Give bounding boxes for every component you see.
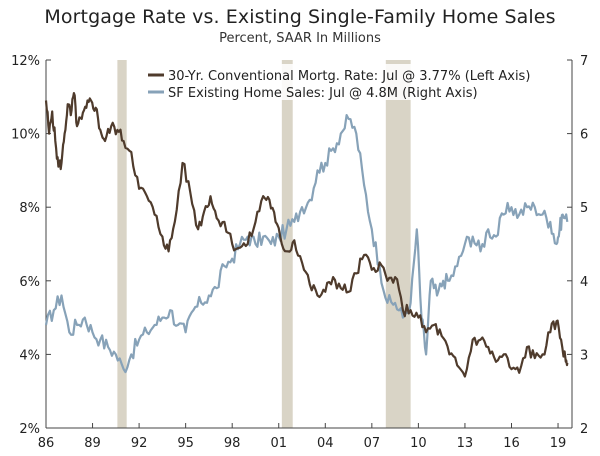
right-tick-label-2: 4 — [580, 275, 588, 290]
x-tick-label-4: 98 — [224, 436, 241, 451]
left-tick-label-2: 6% — [19, 275, 40, 290]
series-line-home-sales — [44, 114, 569, 374]
x-tick-label-3: 95 — [177, 436, 194, 451]
x-tick-label-5: 01 — [270, 436, 287, 451]
x-tick-label-6: 04 — [317, 436, 334, 451]
right-tick-label-3: 5 — [580, 201, 588, 216]
x-tick-label-11: 19 — [550, 436, 567, 451]
x-tick-label-1: 89 — [84, 436, 101, 451]
x-tick-label-9: 13 — [457, 436, 474, 451]
left-tick-label-1: 4% — [19, 348, 40, 363]
recession-band-1 — [117, 60, 127, 428]
chart-title: Mortgage Rate vs. Existing Single-Family… — [44, 6, 556, 28]
left-tick-label-3: 8% — [19, 201, 40, 216]
series-line-mortgage-rate — [44, 92, 569, 378]
left-tick-label-5: 12% — [11, 54, 40, 69]
right-tick-label-0: 2 — [580, 422, 588, 437]
legend-label-mortgage: 30-Yr. Conventional Mortg. Rate: Jul @ 3… — [168, 69, 530, 84]
recession-band-3 — [385, 60, 411, 428]
right-tick-label-5: 7 — [580, 54, 588, 69]
x-tick-label-7: 07 — [364, 436, 381, 451]
chart-subtitle: Percent, SAAR In Millions — [219, 31, 381, 46]
legend-box — [142, 64, 560, 100]
x-tick-label-8: 10 — [410, 436, 427, 451]
right-tick-label-1: 3 — [580, 348, 588, 363]
legend-label-home-sales: SF Existing Home Sales: Jul @ 4.8M (Righ… — [168, 86, 478, 101]
x-tick-label-10: 16 — [503, 436, 520, 451]
left-tick-label-4: 10% — [11, 128, 40, 143]
right-tick-label-4: 6 — [580, 128, 588, 143]
left-tick-label-0: 2% — [19, 422, 40, 437]
x-tick-label-2: 92 — [131, 436, 148, 451]
recession-band-2 — [281, 60, 293, 428]
x-tick-label-0: 86 — [38, 436, 55, 451]
